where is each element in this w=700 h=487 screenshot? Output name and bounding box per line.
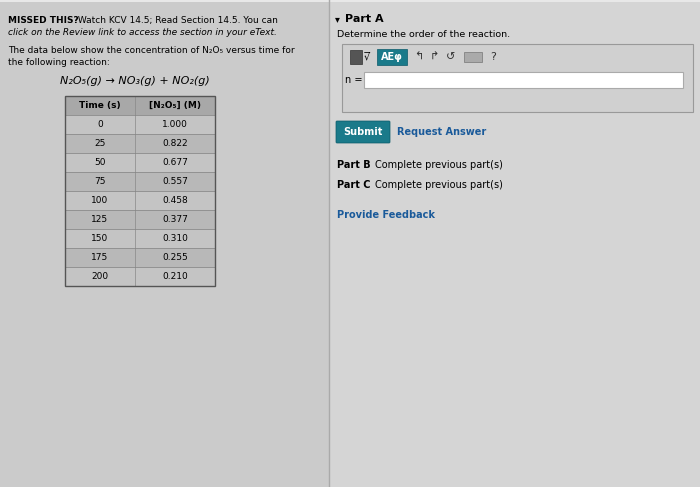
Text: 0.210: 0.210 [162, 272, 188, 281]
Bar [65, 115, 215, 134]
Text: Submit: Submit [343, 127, 383, 137]
Bar [65, 134, 215, 153]
Text: AEφ: AEφ [381, 52, 403, 62]
Bar [65, 96, 215, 286]
Text: Time (s): Time (s) [79, 101, 121, 110]
Text: Request Answer: Request Answer [397, 127, 486, 137]
Text: Part B: Part B [337, 160, 370, 170]
Text: 100: 100 [92, 196, 108, 205]
Text: 0.822: 0.822 [162, 139, 188, 148]
Text: ↱: ↱ [430, 52, 440, 62]
Text: [N₂O₅] (M): [N₂O₅] (M) [149, 101, 201, 110]
Bar [0, 0, 329, 487]
Text: Part C: Part C [337, 180, 370, 190]
Text: Provide Feedback: Provide Feedback [337, 210, 435, 220]
Text: Complete previous part(s): Complete previous part(s) [375, 180, 503, 190]
Text: 0.255: 0.255 [162, 253, 188, 262]
Text: The data below show the concentration of N₂O₅ versus time for: The data below show the concentration of… [8, 46, 295, 55]
Bar [0, 0, 700, 2]
Text: 0.557: 0.557 [162, 177, 188, 186]
Bar [65, 229, 215, 248]
Bar [342, 44, 693, 112]
Text: 0.458: 0.458 [162, 196, 188, 205]
Text: ↰: ↰ [414, 52, 424, 62]
Text: ↺: ↺ [446, 52, 456, 62]
Text: click on the Review link to access the section in your eText.: click on the Review link to access the s… [8, 28, 277, 37]
Bar [65, 191, 215, 210]
Text: 25: 25 [94, 139, 106, 148]
Text: 0.677: 0.677 [162, 158, 188, 167]
Text: 0.377: 0.377 [162, 215, 188, 224]
Text: 175: 175 [92, 253, 108, 262]
Bar [65, 210, 215, 229]
Text: Complete previous part(s): Complete previous part(s) [375, 160, 503, 170]
Text: Watch KCV 14.5; Read Section 14.5. You can: Watch KCV 14.5; Read Section 14.5. You c… [75, 16, 278, 25]
Bar [65, 248, 215, 267]
Text: 200: 200 [92, 272, 108, 281]
Bar [350, 50, 362, 64]
Bar [65, 153, 215, 172]
Text: 150: 150 [92, 234, 108, 243]
Bar [377, 49, 407, 65]
Bar [464, 52, 482, 62]
Text: Determine the order of the reaction.: Determine the order of the reaction. [337, 30, 510, 39]
Text: Part A: Part A [345, 14, 384, 24]
Text: √̅: √̅ [364, 52, 370, 62]
Text: 50: 50 [94, 158, 106, 167]
Bar [329, 0, 700, 487]
Bar [65, 172, 215, 191]
Text: ?: ? [490, 52, 496, 62]
Text: the following reaction:: the following reaction: [8, 58, 110, 67]
Text: 0.310: 0.310 [162, 234, 188, 243]
Text: 75: 75 [94, 177, 106, 186]
Text: n =: n = [345, 75, 363, 85]
Text: ▾: ▾ [335, 14, 340, 24]
Bar [65, 96, 215, 115]
Text: N₂O₅(g) → NO₃(g) + NO₂(g): N₂O₅(g) → NO₃(g) + NO₂(g) [60, 76, 210, 86]
Text: 125: 125 [92, 215, 108, 224]
Bar [65, 267, 215, 286]
Text: MISSED THIS?: MISSED THIS? [8, 16, 78, 25]
FancyBboxPatch shape [336, 121, 390, 143]
Bar [364, 72, 683, 88]
Text: 0: 0 [97, 120, 103, 129]
Text: 1.000: 1.000 [162, 120, 188, 129]
